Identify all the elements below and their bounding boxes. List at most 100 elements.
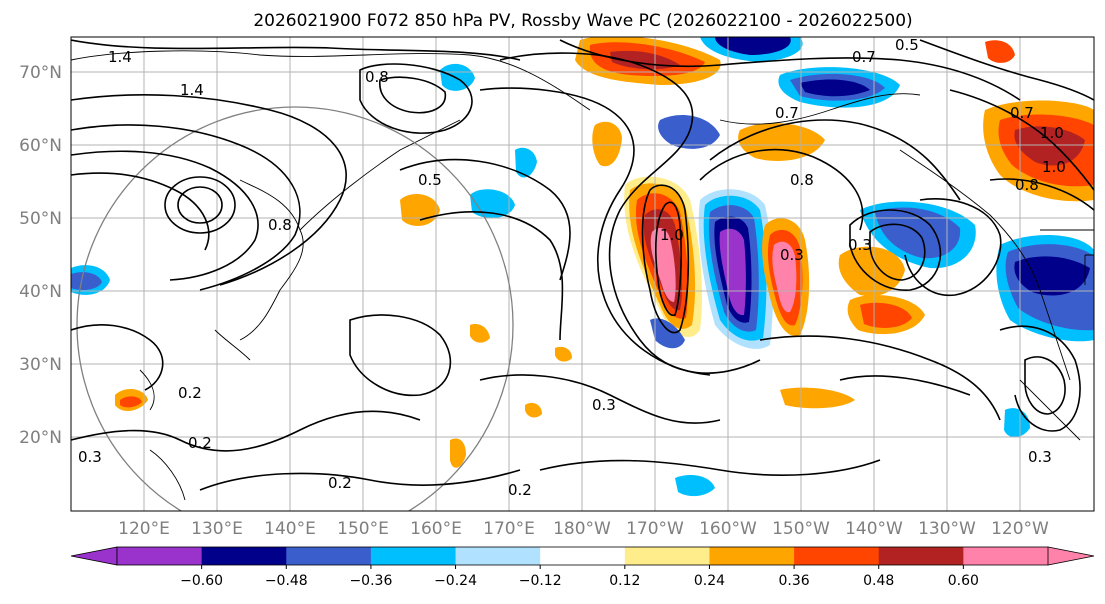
- colorbar-extend-max: [1047, 546, 1095, 566]
- lon-label: 120°W: [991, 519, 1049, 539]
- contour-label: 0.5: [418, 171, 442, 189]
- anomaly-shape: [555, 346, 572, 362]
- lon-label: 120°E: [118, 519, 170, 539]
- colorbar-segment: [963, 547, 1049, 565]
- contour-line: [559, 39, 1021, 101]
- contour-label: 0.2: [188, 434, 212, 452]
- contour-line: [839, 375, 971, 396]
- colorbar-tick-label: −0.48: [265, 573, 308, 589]
- anomaly-shape: [860, 302, 912, 328]
- lat-label: 40°N: [19, 282, 62, 302]
- contour-line: [999, 325, 1081, 432]
- contour-label: 1.4: [180, 81, 204, 99]
- colorbar-segment: [117, 547, 203, 565]
- contour-line: [641, 184, 690, 334]
- colorbar-tick-label: 0.60: [948, 573, 979, 589]
- anomaly-shape: [715, 37, 791, 55]
- anomaly-shape: [515, 147, 537, 178]
- lon-label: 160°E: [410, 519, 462, 539]
- anomaly-shape: [470, 324, 490, 343]
- contour-label: 1.0: [660, 226, 684, 244]
- anomaly-shape: [772, 241, 797, 313]
- contour-label: 0.2: [178, 384, 202, 402]
- anomaly-shape: [650, 227, 676, 302]
- lon-label: 170°E: [483, 519, 535, 539]
- anomaly-shape: [525, 402, 542, 418]
- latitude-labels: 70°N 60°N 50°N 40°N 30°N 20°N: [19, 63, 62, 448]
- contour-label: 0.8: [1015, 176, 1039, 194]
- contour-label: 1.4: [108, 48, 132, 66]
- colorbar-segments: [70, 546, 1095, 566]
- contour-label: 0.2: [508, 481, 532, 499]
- contour-label: 1.0: [1040, 124, 1064, 142]
- contour-label: 0.7: [775, 104, 799, 122]
- coastline: [899, 149, 1071, 381]
- longitude-labels: 120°E 130°E 140°E 150°E 160°E 170°E 180°…: [118, 519, 1049, 539]
- contour-line: [869, 223, 926, 281]
- coastline: [71, 50, 591, 111]
- contour-line: [71, 94, 347, 286]
- contour-line: [419, 211, 564, 341]
- contour-line: [71, 124, 301, 291]
- contour-label: 0.3: [848, 236, 872, 254]
- contour-labels: 1.4 1.4 0.8 0.7 0.8 0.5 0.7 1.0 0.8 1.0 …: [78, 37, 1066, 499]
- contour-line: [349, 314, 452, 397]
- colorbar-segment: [540, 547, 626, 565]
- anomaly-shape: [1014, 256, 1090, 296]
- anomaly-shape: [719, 228, 746, 316]
- contour-line: [164, 176, 236, 234]
- anomaly-shape: [120, 396, 142, 408]
- lat-label: 30°N: [19, 355, 62, 375]
- contour-label: 0.2: [328, 474, 352, 492]
- anomaly-shape: [800, 79, 870, 97]
- colorbar-tick-label: 0.36: [779, 573, 810, 589]
- contour-label: 0.8: [268, 216, 292, 234]
- anomaly-shape: [592, 121, 622, 167]
- contour-line: [919, 39, 1094, 101]
- colorbar-segment: [794, 547, 880, 565]
- lon-label: 160°W: [699, 519, 757, 539]
- contour-line: [71, 150, 259, 281]
- contour-line: [949, 89, 1094, 191]
- map-panel: 1.4 1.4 0.8 0.7 0.8 0.5 0.7 1.0 0.8 1.0 …: [70, 36, 1095, 512]
- contour-line: [71, 324, 164, 391]
- contour-line: [379, 76, 446, 114]
- contour-line: [759, 335, 1001, 421]
- contour-line: [359, 63, 473, 134]
- anomaly-shape: [985, 40, 1015, 63]
- contour-line: [479, 374, 721, 424]
- contour-line: [539, 459, 881, 476]
- colorbar-tick-label: −0.12: [519, 573, 562, 589]
- colorbar-segment: [878, 547, 964, 565]
- coastline: [1084, 254, 1094, 285]
- contour-line: [849, 209, 942, 291]
- range-circle: [76, 106, 514, 511]
- colorbar-tick-label: 0.24: [694, 573, 725, 589]
- anomaly-shape: [1014, 126, 1085, 166]
- contour-line: [479, 87, 711, 376]
- contour-line: [177, 186, 223, 224]
- colorbar-tick-label: 0.12: [609, 573, 640, 589]
- lon-label: 130°W: [918, 519, 976, 539]
- contour-label: 0.3: [1028, 448, 1052, 466]
- contour-line: [904, 197, 1002, 297]
- colorbar-tick-label: −0.24: [434, 573, 477, 589]
- contour-label: 0.8: [365, 68, 389, 86]
- colorbar-tick-label: −0.36: [349, 573, 392, 589]
- anomaly-shape: [440, 63, 475, 91]
- coastline: [139, 369, 155, 411]
- coastline: [239, 179, 304, 341]
- colorbar-tick-label: −0.60: [180, 573, 223, 589]
- lon-label: 180°W: [553, 519, 611, 539]
- lat-label: 20°N: [19, 428, 62, 448]
- contour-label: 0.3: [78, 448, 102, 466]
- colorbar-segment: [455, 547, 541, 565]
- lon-label: 150°E: [337, 519, 389, 539]
- colorbar-segment: [201, 547, 287, 565]
- anomaly-shape: [675, 475, 715, 497]
- lat-label: 60°N: [19, 136, 62, 156]
- contour-line: [71, 172, 210, 251]
- colorbar-tick-label: 0.48: [863, 573, 894, 589]
- contour-line: [989, 178, 1094, 211]
- colorbar-ticks: −0.60 −0.48 −0.36 −0.24 −0.12 0.12 0.24 0.36 0.4…: [180, 565, 979, 589]
